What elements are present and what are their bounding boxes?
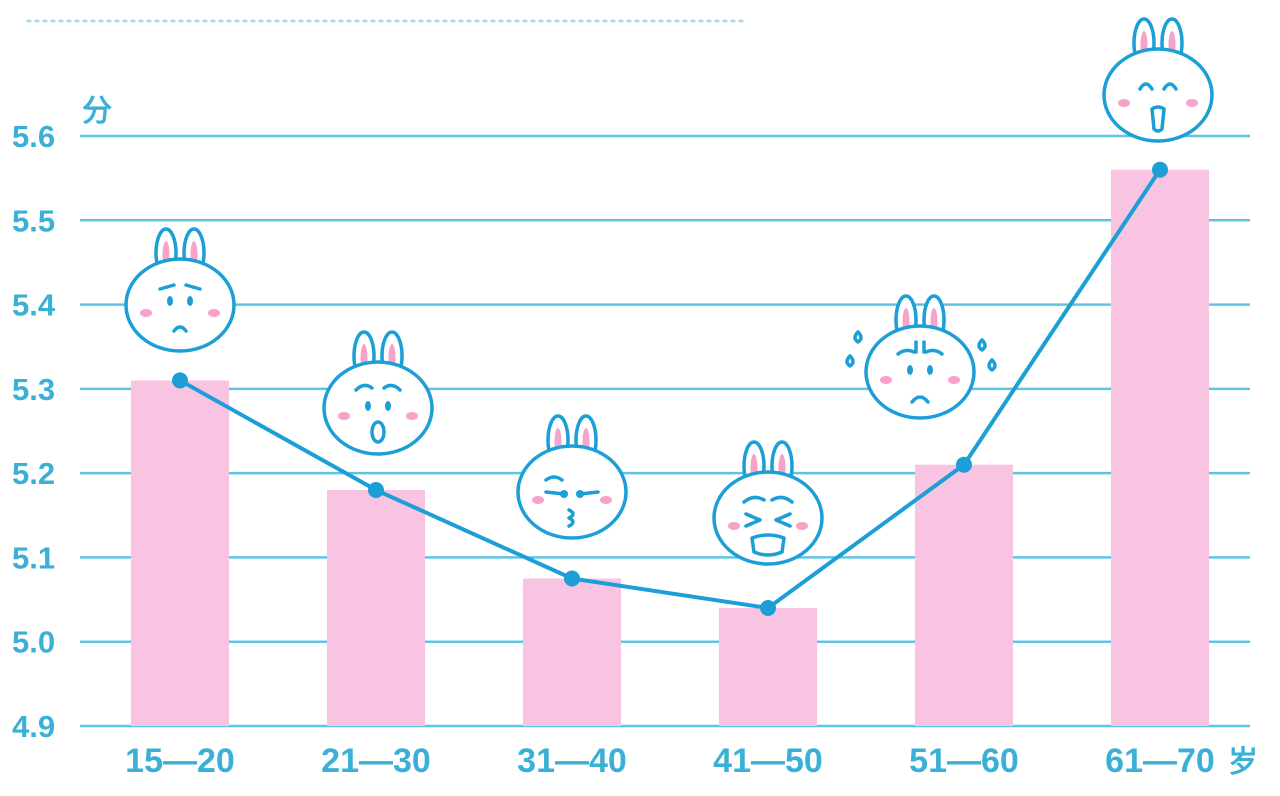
series-line [179,168,1162,610]
line-point [956,456,972,473]
y-tick-label: 5.5 [12,203,55,238]
line-point [172,372,188,389]
bar [915,464,1013,726]
bunny-icons [124,17,1214,566]
x-tick-label: 51—60 [909,742,1019,780]
x-axis-unit: 岁 [1228,745,1258,780]
y-tick-label: 5.2 [12,456,55,491]
line-point [760,600,776,616]
x-tick-label: 21—30 [321,742,431,780]
y-tick-label: 5.0 [12,625,55,660]
sweating-bunny-icon [845,294,997,420]
y-axis-unit: 分 [82,94,112,129]
x-axis-ticks: 15—20 21—30 31—40 41—50 51—60 61—70 [125,742,1215,780]
line-point [564,570,580,587]
squinting-bunny-icon [712,440,824,566]
bars [131,169,1209,726]
bar [327,490,425,726]
x-tick-label: 15—20 [125,742,235,780]
kissing-bunny-icon [516,414,628,540]
happy-bunny-icon [1102,17,1214,143]
y-tick-label: 4.9 [12,709,55,744]
y-axis-ticks: 4.9 5.0 5.1 5.2 5.3 5.4 5.5 5.6 [12,119,56,744]
x-tick-label: 31—40 [517,742,627,780]
line-series [172,161,1168,616]
bar [523,578,621,726]
y-tick-label: 5.1 [12,540,55,575]
worried-bunny-icon [124,227,236,353]
x-tick-label: 41—50 [713,742,823,780]
y-tick-label: 5.3 [12,372,55,407]
x-tick-label: 61—70 [1105,742,1215,780]
surprised-bunny-icon [322,330,434,456]
line-point [368,482,384,498]
y-tick-label: 5.4 [12,288,56,323]
grid [80,134,1250,728]
bar [131,380,229,726]
y-tick-label: 5.6 [12,119,55,154]
bar [1111,169,1209,726]
bar [719,608,817,726]
line-point [1152,161,1168,178]
